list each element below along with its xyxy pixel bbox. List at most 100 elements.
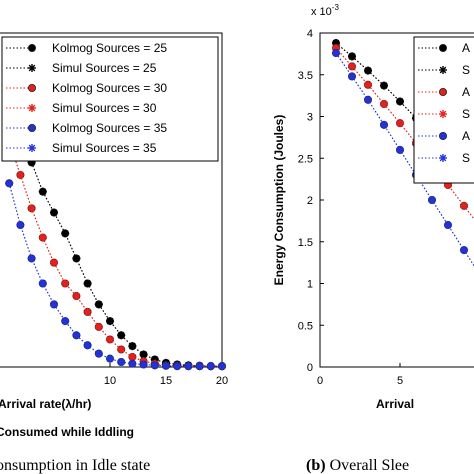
left-data-point <box>61 317 70 326</box>
right-x-axis-label: Arrival <box>376 397 414 411</box>
left-data-point <box>61 279 70 288</box>
left-series-group <box>5 95 226 371</box>
right-legend-entry: S <box>462 107 470 121</box>
right-y-tick-label: 1 <box>307 279 313 291</box>
left-data-point <box>195 362 204 371</box>
right-legend-marker <box>439 110 447 118</box>
left-data-point <box>83 307 92 316</box>
left-data-point <box>139 360 148 369</box>
right-legend-marker <box>438 88 447 97</box>
left-legend-entry: Kolmog Sources = 25 <box>52 41 167 55</box>
left-data-point <box>173 362 182 371</box>
right-data-point <box>460 201 468 210</box>
right-legend-entry: S <box>462 151 470 165</box>
left-data-point <box>117 345 126 354</box>
right-y-tick-label: 0.5 <box>298 320 313 332</box>
left-data-point <box>128 342 137 351</box>
left-data-point <box>106 335 114 344</box>
right-y-axis-label: Energy Consumption (Joules) <box>272 115 286 286</box>
right-caption-label: (b) <box>306 457 326 474</box>
left-data-point <box>61 229 70 238</box>
left-x-ticks: 10 15 20 <box>104 363 228 387</box>
right-data-point <box>396 97 404 106</box>
left-data-point <box>106 354 114 363</box>
right-data-point <box>364 80 372 89</box>
right-legend-marker <box>439 66 447 74</box>
right-legend-entry: A <box>462 129 470 143</box>
left-data-point <box>72 292 81 301</box>
right-data-point <box>460 246 468 255</box>
left-legend-entry: Kolmog Sources = 30 <box>52 81 167 95</box>
right-data-point <box>364 95 372 104</box>
left-legend-marker <box>28 104 36 112</box>
left-data-point <box>16 221 25 230</box>
left-data-point <box>83 279 92 288</box>
left-data-point <box>206 362 215 371</box>
right-series-line <box>335 52 474 267</box>
right-y-tick-label: 4 <box>307 28 313 40</box>
left-data-point <box>50 300 58 309</box>
left-data-point <box>50 258 58 267</box>
left-data-point <box>106 317 114 326</box>
left-data-point <box>162 361 170 370</box>
left-data-point <box>27 204 36 213</box>
right-data-point <box>332 49 340 58</box>
left-legend-marker <box>27 124 36 133</box>
right-y-tick-label: 2 <box>307 195 313 207</box>
right-data-point <box>428 196 436 204</box>
right-legend-marker <box>438 44 447 53</box>
right-legend-entry: A <box>462 85 470 99</box>
left-legend-box <box>1 36 219 162</box>
left-legend-entry: Simul Sources = 35 <box>52 141 157 155</box>
right-data-point <box>380 81 388 90</box>
right-y-tick-label: 3 <box>307 112 313 124</box>
left-legend-marker <box>27 84 36 93</box>
left-data-point <box>16 170 25 179</box>
right-data-point <box>444 221 452 230</box>
right-y-tick-label: 3.5 <box>298 70 313 82</box>
left-data-point <box>50 208 58 217</box>
left-x-tick-label: 15 <box>160 375 172 387</box>
left-data-point <box>128 352 137 361</box>
left-legend-entry: Kolmog Sources = 35 <box>52 121 167 135</box>
right-legend-entry: A <box>462 41 470 55</box>
left-data-point <box>128 359 137 368</box>
left-data-point <box>27 254 36 263</box>
left-data-point <box>218 362 226 371</box>
right-caption-text: Overall Slee <box>330 457 410 474</box>
right-y-exponent: x 10-3 <box>311 3 339 18</box>
right-legend-entry: S <box>462 63 470 77</box>
left-legend-entry: Simul Sources = 30 <box>52 101 157 115</box>
left-data-point <box>94 322 103 331</box>
right-y-tick-label: 1.5 <box>298 237 313 249</box>
right-data-point <box>348 72 356 81</box>
left-data-point <box>139 350 148 359</box>
left-data-point <box>38 187 47 196</box>
left-legend-entry: Simul Sources = 25 <box>52 61 157 75</box>
left-x-tick-label: 20 <box>216 375 228 387</box>
right-y-tick-label: 0 <box>307 362 313 374</box>
right-series-line <box>335 47 474 220</box>
right-legend-marker <box>439 154 447 162</box>
right-x-tick-label: 0 <box>317 375 323 387</box>
left-data-point <box>94 300 103 309</box>
left-data-point <box>94 349 103 358</box>
left-data-point <box>117 357 126 366</box>
left-subtitle: Consumed while Iddling <box>0 425 134 439</box>
left-chart: 10 15 20 Arrival rate(λ/hr) Consumed while… <box>0 32 228 474</box>
right-legend-marker <box>438 131 447 140</box>
left-x-tick-label: 10 <box>104 375 116 387</box>
left-x-axis-label: Arrival rate(λ/hr) <box>0 397 91 411</box>
left-legend-marker <box>28 144 36 152</box>
left-data-point <box>150 361 159 370</box>
right-data-point <box>364 66 372 75</box>
right-y-ticks: 0 0.5 1 1.5 2 2.5 3 3.5 4 <box>298 28 324 374</box>
left-data-point <box>72 331 81 340</box>
left-caption: onsumption in Idle state <box>0 457 150 474</box>
left-data-point <box>38 279 47 288</box>
left-legend-marker <box>28 64 36 72</box>
left-series-line <box>8 183 222 367</box>
